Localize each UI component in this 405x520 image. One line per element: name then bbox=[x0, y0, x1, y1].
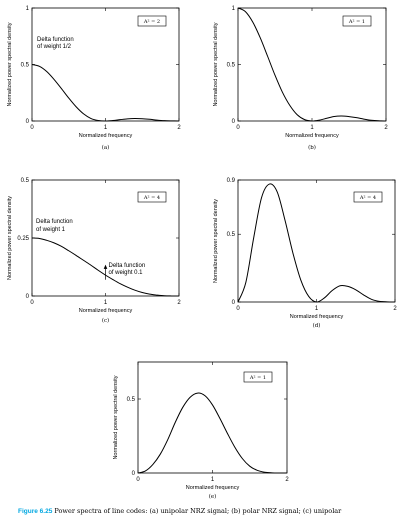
x-axis-label: Normalized frequency bbox=[79, 133, 133, 139]
legend-label: A² = 1 bbox=[348, 19, 365, 25]
y-tick-label: 0 bbox=[26, 119, 30, 125]
panel-label: (e) bbox=[209, 493, 217, 500]
x-tick-label: 1 bbox=[211, 477, 215, 483]
panel-label: (d) bbox=[313, 322, 321, 329]
panel-label: (a) bbox=[102, 144, 110, 151]
legend-label: A² = 4 bbox=[359, 195, 376, 201]
y-tick-label: 0.5 bbox=[21, 178, 30, 184]
legend-box bbox=[137, 191, 167, 203]
x-tick-label: 1 bbox=[104, 125, 108, 131]
y-tick-label: 0 bbox=[132, 471, 136, 477]
x-tick-label: 0 bbox=[30, 300, 34, 306]
panel-label: (c) bbox=[102, 317, 109, 324]
x-tick-label: 2 bbox=[393, 306, 397, 312]
legend-box bbox=[342, 15, 372, 27]
y-axis-label: Normalized power spectral density bbox=[213, 22, 219, 106]
annotation-text: of weight 0.1 bbox=[109, 270, 144, 276]
x-tick-label: 1 bbox=[310, 125, 314, 131]
legend-box bbox=[137, 15, 167, 27]
y-tick-label: 0 bbox=[232, 119, 236, 125]
y-tick-label: 0.5 bbox=[21, 63, 30, 69]
panel-label: (b) bbox=[308, 144, 316, 151]
annotation-text: of weight 1 bbox=[36, 227, 66, 233]
series-line bbox=[137, 392, 288, 474]
y-tick-label: 1 bbox=[26, 6, 30, 12]
x-tick-label: 0 bbox=[30, 125, 34, 131]
chart-panel-b: 0 1 2 0 0.5 1 Normalized frequency Normalized p… bbox=[213, 6, 388, 151]
y-tick-label: 0.5 bbox=[127, 397, 136, 403]
y-tick-label: 0.9 bbox=[227, 178, 236, 184]
y-tick-label: 0.5 bbox=[227, 232, 236, 238]
x-tick-label: 1 bbox=[315, 306, 319, 312]
x-tick-label: 0 bbox=[236, 306, 240, 312]
annotation-text: of weight 1/2 bbox=[37, 44, 72, 50]
x-tick-label: 0 bbox=[236, 125, 240, 131]
legend-box bbox=[243, 371, 273, 383]
legend-label: A² = 4 bbox=[143, 195, 160, 201]
x-axis-label: Normalized frequency bbox=[186, 485, 240, 491]
x-tick-label: 0 bbox=[136, 477, 140, 483]
y-tick-label: 0 bbox=[232, 300, 236, 306]
series-line bbox=[237, 183, 396, 303]
legend-box bbox=[353, 191, 383, 203]
chart-panel-c: 0 1 2 0 0.25 0.5 Normalized frequency Normalize… bbox=[7, 178, 181, 324]
figure-caption: Figure 6.25 Power spectra of line codes:… bbox=[18, 507, 403, 515]
x-axis-label: Normalized frequency bbox=[285, 133, 339, 139]
caption-text: Power spectra of line codes: (a) unipola… bbox=[54, 507, 342, 515]
annotation-text: Delta function bbox=[37, 37, 74, 43]
figure-label: Figure 6.25 bbox=[18, 508, 53, 515]
y-axis-label: Normalized power spectral density bbox=[7, 22, 13, 106]
legend-label: A² = 2 bbox=[143, 19, 160, 25]
delta-arrowhead bbox=[103, 264, 108, 269]
annotation-text: Delta function bbox=[109, 263, 146, 269]
x-tick-label: 2 bbox=[384, 125, 388, 131]
y-tick-label: 0 bbox=[26, 294, 30, 300]
x-tick-label: 1 bbox=[104, 300, 108, 306]
y-tick-label: 1 bbox=[232, 6, 236, 12]
series-line bbox=[31, 64, 180, 122]
x-tick-label: 2 bbox=[177, 300, 181, 306]
y-tick-label: 0.5 bbox=[227, 63, 236, 69]
x-tick-label: 2 bbox=[285, 477, 289, 483]
chart-panel-e: 0 1 2 0 0.5 Normalized frequency Normalized po… bbox=[113, 361, 289, 500]
y-axis-label: Normalized power spectral density bbox=[213, 199, 219, 283]
series-line bbox=[237, 7, 387, 122]
x-tick-label: 2 bbox=[177, 125, 181, 131]
y-axis-label: Normalized power spectral density bbox=[7, 196, 13, 280]
annotation-text: Delta function bbox=[36, 219, 73, 225]
y-tick-label: 0.25 bbox=[17, 236, 29, 242]
y-axis-label: Normalized power spectral density bbox=[113, 375, 119, 459]
chart-panel-a: 0 1 2 0 0.5 1 Normalized frequency Normalized p… bbox=[7, 6, 181, 151]
chart-panel-d: 0 1 2 0 0.5 0.9 Normalized frequency Normalized… bbox=[213, 178, 397, 329]
x-axis-label: Normalized frequency bbox=[290, 314, 344, 320]
legend-label: A² = 1 bbox=[249, 375, 266, 381]
x-axis-label: Normalized frequency bbox=[79, 308, 133, 314]
